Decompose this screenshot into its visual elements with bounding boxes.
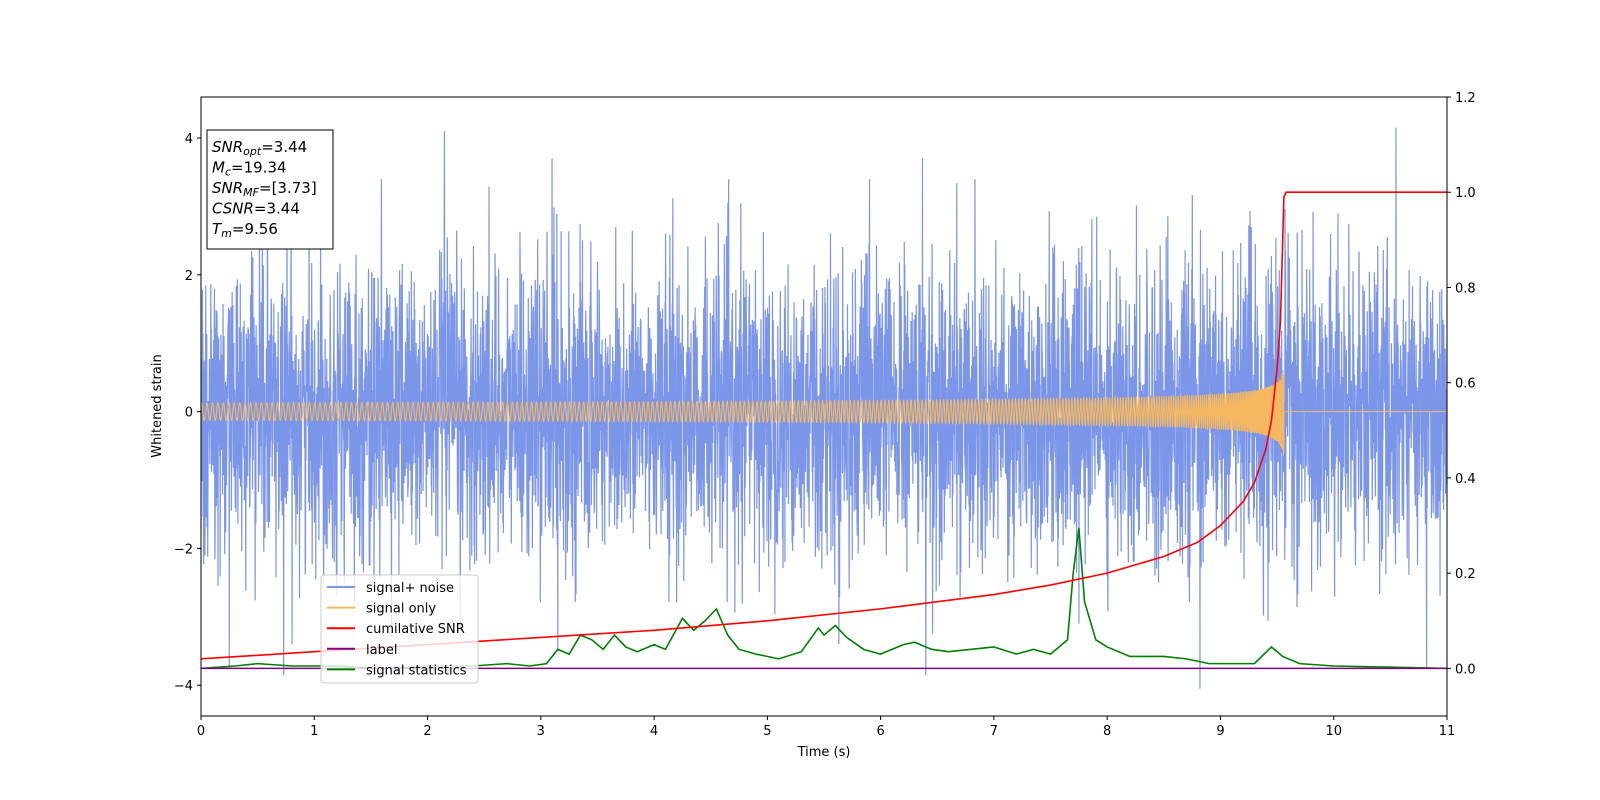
y-axis-left: −4 −2 0 2 4: [174, 132, 201, 694]
x-tick-label: 11: [1439, 724, 1456, 739]
x-axis: 0 1 2 3 4 5 6 7 8 9 10 11: [197, 716, 1455, 739]
info-box: SNRopt=3.44Mc=19.34SNRMF=[3.73]CSNR=3.44…: [206, 129, 334, 250]
info-line: SNRMF=[3.73]: [212, 179, 317, 199]
y-right-tick-label: 0.4: [1455, 472, 1476, 487]
x-tick-label: 2: [423, 724, 431, 739]
axes-frame: [200, 96, 1448, 717]
x-tick-label: 0: [197, 724, 205, 739]
legend-entry: cumilative SNR: [366, 622, 465, 637]
y-right-tick-label: 1.2: [1455, 91, 1476, 106]
y-right-tick-label: 0.8: [1455, 281, 1476, 296]
x-tick-label: 6: [876, 724, 884, 739]
legend-frame: [320, 574, 479, 684]
x-tick-label: 5: [763, 724, 771, 739]
info-box-frame: [206, 129, 334, 250]
x-axis-label: Time (s): [797, 745, 851, 760]
series-signal-statistics-line: [201, 527, 1447, 670]
y-tick-label: 2: [185, 269, 193, 284]
x-tick-label: 8: [1103, 724, 1111, 739]
info-line: Mc=19.34: [212, 159, 287, 179]
x-tick-label: 10: [1325, 724, 1342, 739]
legend-entry: signal only: [366, 602, 436, 617]
x-tick-label: 3: [537, 724, 545, 739]
legend-entry: label: [366, 643, 397, 658]
y-right-tick-label: 0.2: [1455, 567, 1476, 582]
info-line: CSNR=3.44: [212, 200, 300, 218]
info-line: SNRopt=3.44: [212, 138, 307, 158]
legend: signal+ noise signal only cumilative SNR la…: [320, 574, 479, 684]
x-tick-label: 4: [650, 724, 658, 739]
y-axis-right: 0.0 0.2 0.4 0.6 0.8 1.0 1.2: [1447, 91, 1476, 677]
legend-entry: signal+ noise: [366, 581, 454, 596]
series-signal-only-line: [201, 370, 1447, 457]
y-right-tick-label: 0.6: [1455, 377, 1476, 392]
x-tick-label: 7: [990, 724, 998, 739]
x-tick-label: 1: [310, 724, 318, 739]
y-tick-label: 4: [185, 132, 193, 147]
info-line: Tm=9.56: [212, 220, 278, 240]
y-right-tick-label: 0.0: [1455, 662, 1476, 677]
y-tick-label: 0: [185, 406, 193, 421]
series-cumulative-snr-line: [201, 191, 1447, 660]
y-tick-label: −4: [174, 679, 193, 694]
x-tick-label: 9: [1216, 724, 1224, 739]
y-axis-label: Whitened strain: [150, 354, 165, 457]
y-tick-label: −2: [174, 542, 193, 557]
y-right-tick-label: 1.0: [1455, 186, 1476, 201]
legend-entry: signal statistics: [366, 663, 467, 678]
